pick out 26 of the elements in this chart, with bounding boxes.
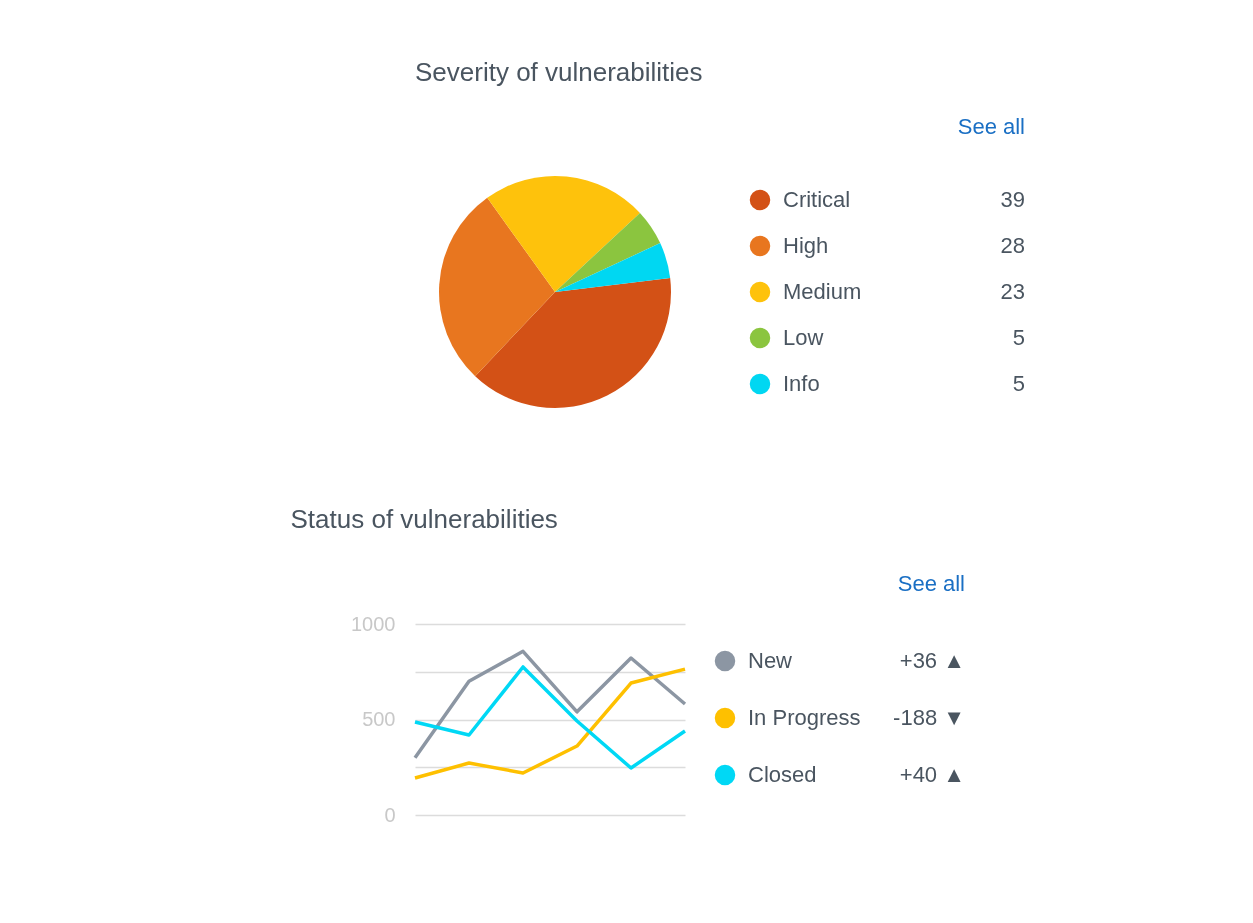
pie-slice (555, 213, 661, 292)
text: See all (957, 114, 1025, 139)
chart-title: Status of vulnerabilities (290, 504, 558, 534)
legend-label: Medium (783, 279, 862, 304)
chart-title: Severity of vulnerabilities (415, 57, 703, 87)
data-label: 28 (1000, 233, 1025, 258)
pie-slice (555, 243, 671, 292)
pie-slice (475, 278, 671, 408)
legend-label: High (783, 233, 829, 258)
legend-label: Info (783, 371, 820, 396)
text: -188 ▼ (893, 705, 965, 730)
legend-label: In Progress (748, 705, 861, 730)
legend-label: Critical (783, 187, 851, 212)
pie-slice (487, 176, 640, 292)
text: +40 ▲ (899, 762, 965, 787)
text: +36 ▲ (899, 648, 965, 673)
data-label: 5 (1012, 325, 1025, 350)
data-label: 39 (1000, 187, 1025, 212)
legend-label: Closed (748, 762, 817, 787)
pie-slice (439, 197, 555, 377)
line-series (413, 649, 687, 760)
text: See all (897, 571, 965, 596)
data-label: 23 (1000, 279, 1025, 304)
legend-label: New (748, 648, 793, 673)
data-label: 5 (1012, 371, 1025, 396)
legend-label: Low (783, 325, 824, 350)
